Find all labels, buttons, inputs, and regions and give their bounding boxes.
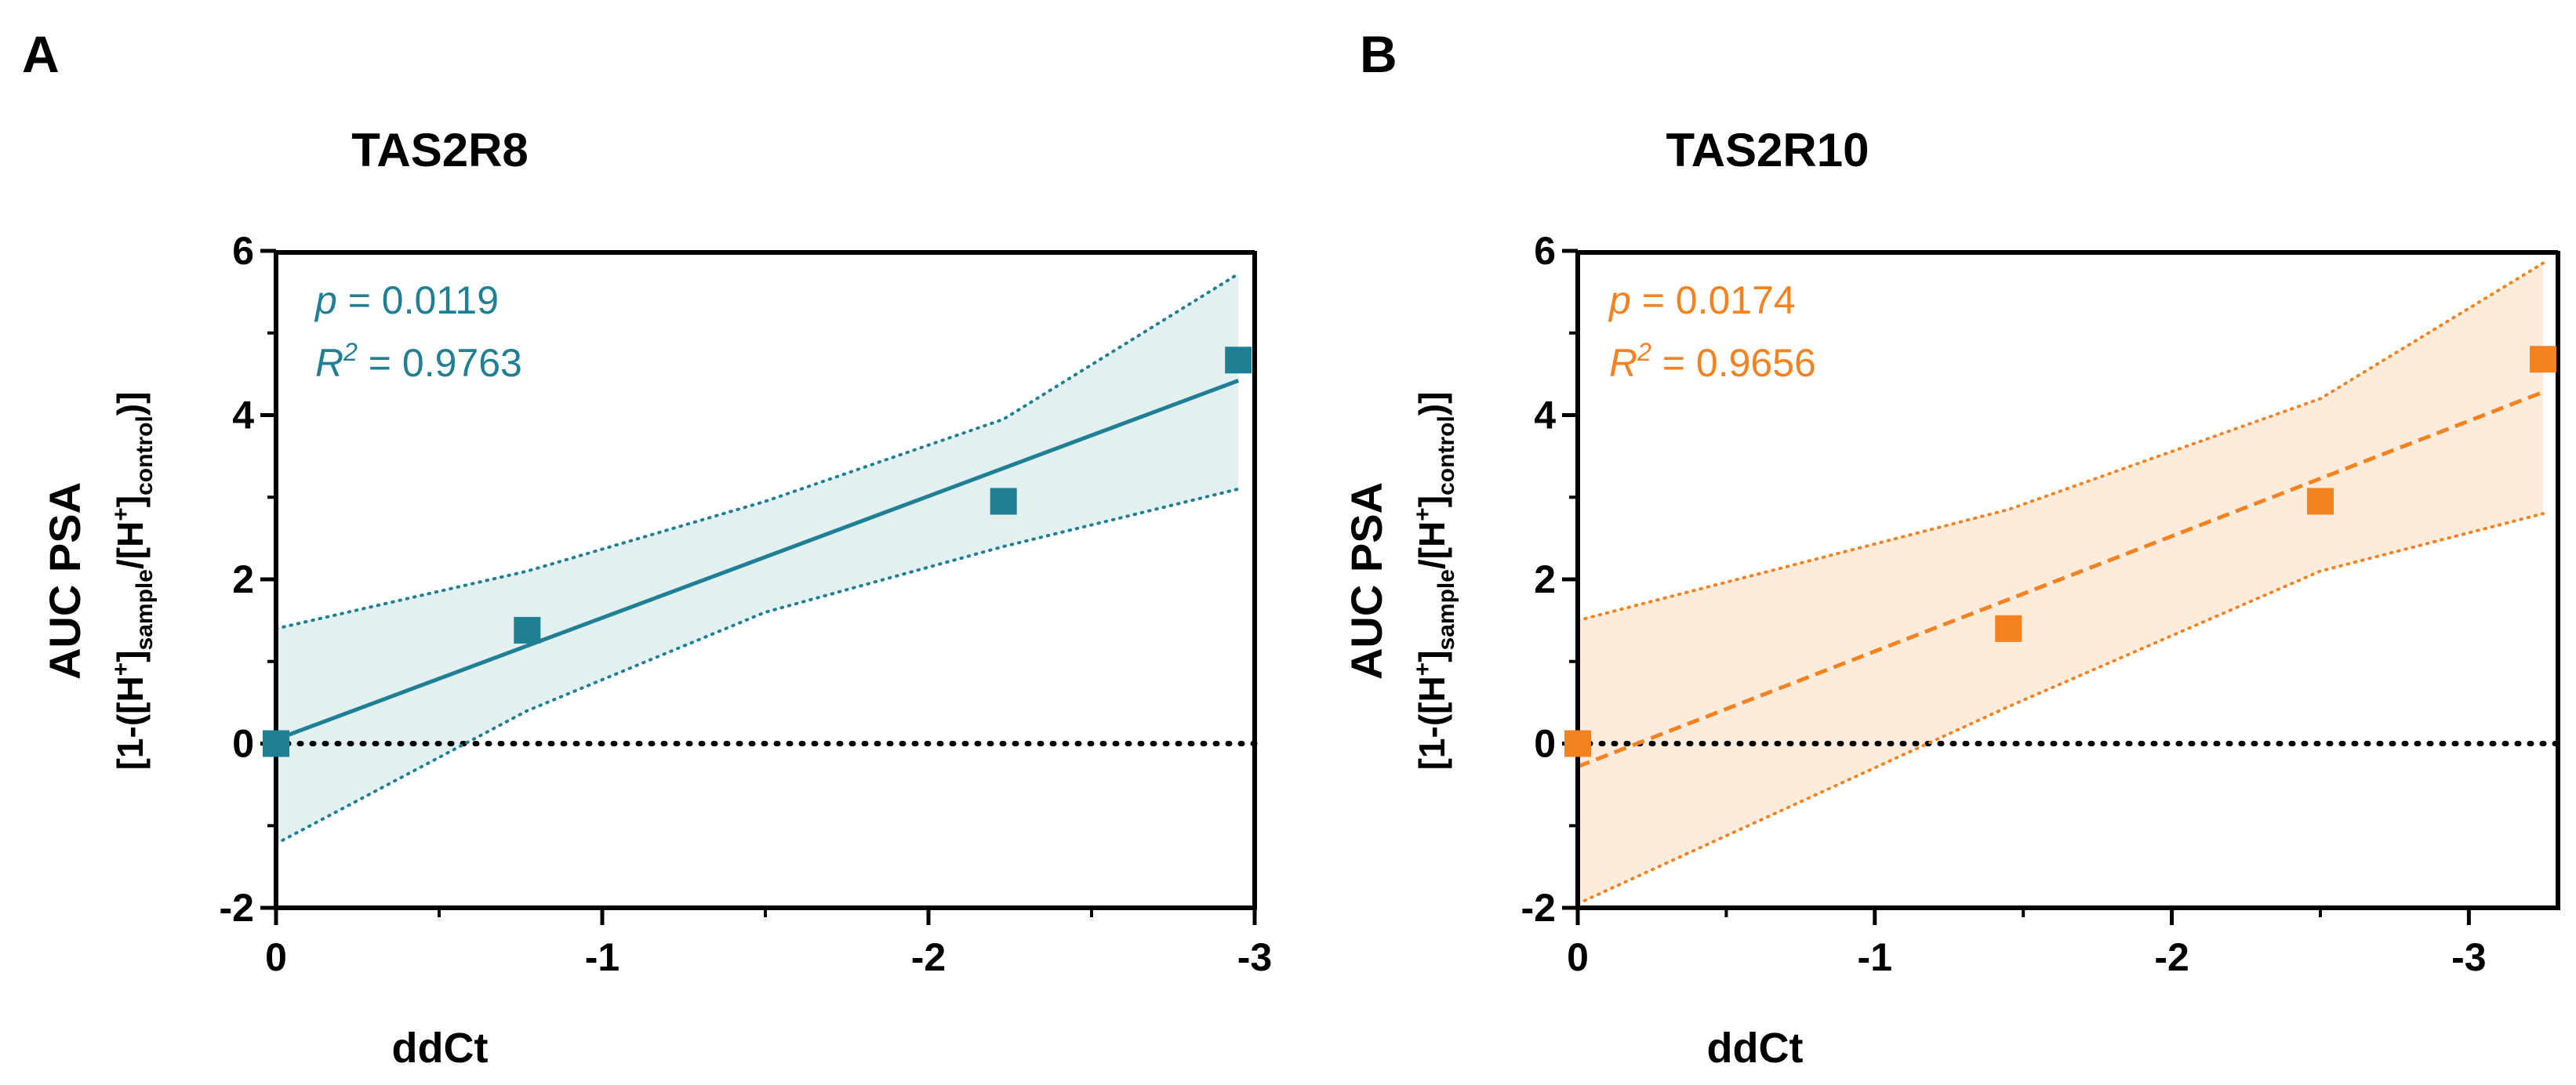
- x-tick-label: 0: [265, 935, 287, 979]
- x-tick-label: -1: [1858, 935, 1892, 979]
- r-squared-annotation: R2 = 0.9763: [315, 338, 522, 385]
- x-tick-label: -2: [911, 935, 946, 979]
- data-point: [1995, 615, 2022, 642]
- data-point: [2530, 346, 2557, 373]
- ci-upper-line: [274, 272, 1241, 630]
- y-tick-label: 2: [232, 557, 254, 601]
- data-point: [514, 616, 541, 644]
- y-tick-label: 6: [232, 229, 254, 273]
- y-tick-label: 0: [1534, 722, 1556, 766]
- y-axis-sublabel: [1-([H+]sample/[H+]control)]: [1410, 392, 1459, 771]
- ci-lower-line: [1576, 512, 2545, 905]
- x-axis-label: ddCt: [1707, 1025, 1804, 1072]
- data-point: [2306, 488, 2334, 515]
- regression-line: [275, 379, 1240, 742]
- chart-title: TAS2R10: [1666, 124, 1869, 176]
- y-tick-label: 6: [1534, 229, 1556, 273]
- confidence-band: [1578, 263, 2544, 904]
- r-squared-annotation: R2 = 0.9656: [1609, 338, 1816, 385]
- x-tick-label: -2: [2154, 935, 2189, 979]
- panel-label: A: [22, 25, 60, 83]
- p-value-annotation: p = 0.0174: [1608, 278, 1796, 322]
- x-axis-label: ddCt: [392, 1025, 489, 1072]
- panel-label: B: [1360, 25, 1397, 83]
- data-point: [990, 488, 1017, 515]
- regression-line: [1577, 390, 2544, 769]
- y-tick-label: -2: [220, 886, 254, 930]
- data-point: [1225, 347, 1252, 374]
- y-tick-label: 4: [232, 394, 254, 437]
- ci-upper-line: [1576, 261, 2545, 622]
- x-tick-label: -3: [2451, 935, 2486, 979]
- x-tick-label: -1: [585, 935, 619, 979]
- data-point: [1564, 730, 1591, 757]
- y-tick-label: 2: [1534, 557, 1556, 601]
- data-point: [263, 730, 289, 757]
- y-axis-sublabel: [1-([H+]sample/[H+]control)]: [108, 392, 158, 771]
- y-tick-label: 0: [232, 722, 254, 766]
- y-axis-label: AUC PSA: [40, 482, 89, 680]
- x-tick-label: -3: [1237, 935, 1272, 979]
- chart-title: TAS2R8: [351, 124, 529, 176]
- y-tick-label: 4: [1534, 394, 1556, 437]
- x-tick-label: 0: [1567, 935, 1589, 979]
- p-value-annotation: p = 0.0119: [314, 278, 499, 322]
- y-tick-label: -2: [1521, 886, 1556, 930]
- y-axis-label: AUC PSA: [1342, 482, 1391, 680]
